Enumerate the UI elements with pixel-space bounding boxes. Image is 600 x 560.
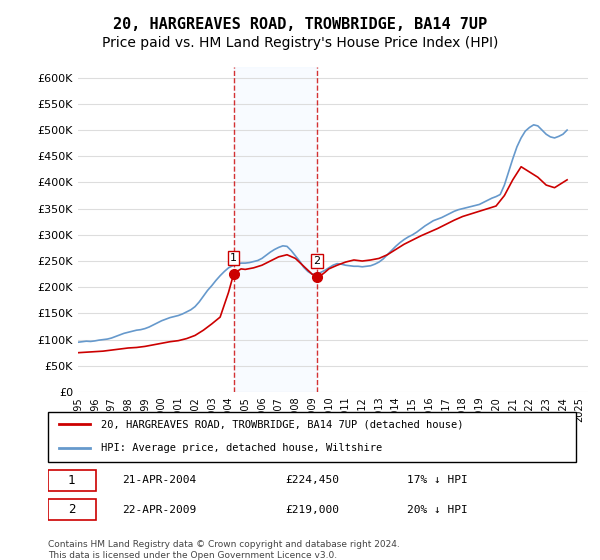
Text: Contains HM Land Registry data © Crown copyright and database right 2024.
This d: Contains HM Land Registry data © Crown c… (48, 540, 400, 560)
Text: 22-APR-2009: 22-APR-2009 (122, 505, 196, 515)
Text: 1: 1 (230, 253, 237, 263)
Text: £219,000: £219,000 (286, 505, 340, 515)
Text: 20% ↓ HPI: 20% ↓ HPI (407, 505, 468, 515)
FancyBboxPatch shape (48, 412, 576, 462)
Text: Price paid vs. HM Land Registry's House Price Index (HPI): Price paid vs. HM Land Registry's House … (102, 36, 498, 50)
FancyBboxPatch shape (48, 470, 95, 491)
Text: 2: 2 (68, 503, 76, 516)
Bar (233, 67, 317, 392)
Text: 20, HARGREAVES ROAD, TROWBRIDGE, BA14 7UP (detached house): 20, HARGREAVES ROAD, TROWBRIDGE, BA14 7U… (101, 419, 463, 429)
Text: 2: 2 (314, 256, 320, 266)
Text: £224,450: £224,450 (286, 475, 340, 486)
Text: 21-APR-2004: 21-APR-2004 (122, 475, 196, 486)
Text: 20, HARGREAVES ROAD, TROWBRIDGE, BA14 7UP: 20, HARGREAVES ROAD, TROWBRIDGE, BA14 7U… (113, 17, 487, 32)
Text: 17% ↓ HPI: 17% ↓ HPI (407, 475, 468, 486)
Text: 1: 1 (68, 474, 76, 487)
FancyBboxPatch shape (48, 499, 95, 520)
Text: HPI: Average price, detached house, Wiltshire: HPI: Average price, detached house, Wilt… (101, 443, 382, 453)
